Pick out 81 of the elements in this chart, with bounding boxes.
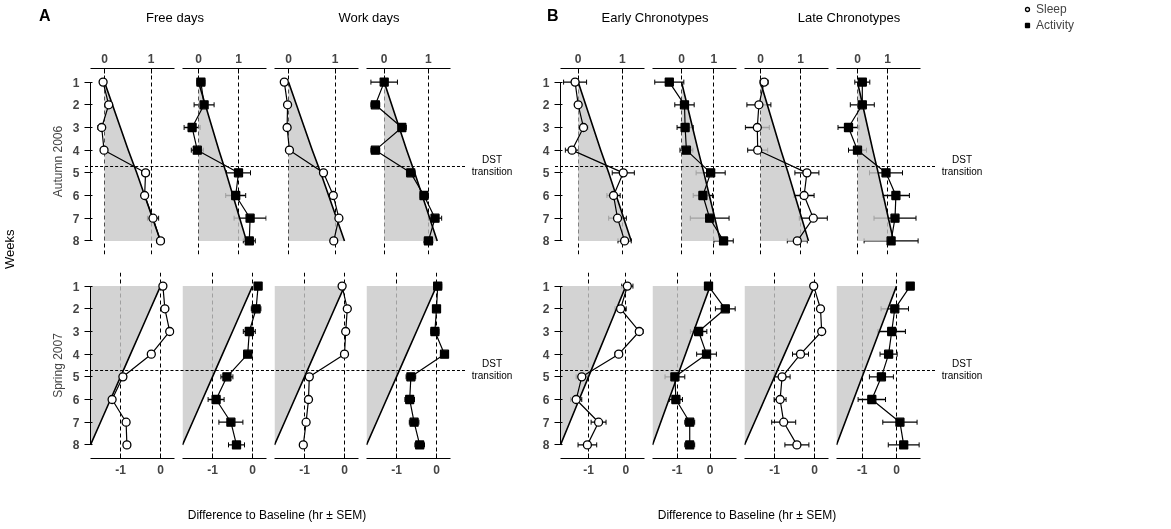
y-tick-label: 8 bbox=[542, 234, 550, 249]
y-tick-label: 6 bbox=[72, 189, 80, 204]
text: DST transition bbox=[940, 154, 984, 178]
x-tick-label: 0 bbox=[285, 51, 293, 66]
x-tick-label: 0 bbox=[574, 51, 582, 66]
text: B bbox=[547, 6, 559, 26]
text: Weeks bbox=[1, 229, 19, 270]
x-tick-label: 0 bbox=[706, 462, 714, 477]
x-tick-label: 0 bbox=[757, 51, 765, 66]
x-tick-label: -1 bbox=[671, 462, 683, 477]
y-tick-label: 2 bbox=[542, 302, 550, 317]
y-tick-label: 2 bbox=[542, 98, 550, 113]
x-tick-label: -1 bbox=[769, 462, 781, 477]
x-tick-label: -1 bbox=[583, 462, 595, 477]
y-tick-label: 8 bbox=[72, 234, 80, 249]
y-tick-label: 1 bbox=[542, 279, 550, 294]
y-tick-label: 6 bbox=[72, 393, 80, 408]
y-axis-title: Autumn 2006 bbox=[50, 125, 65, 198]
y-tick-label: 1 bbox=[72, 75, 80, 90]
y-tick-label: 5 bbox=[542, 166, 550, 181]
x-tick-label: -1 bbox=[856, 462, 868, 477]
y-tick-label: 3 bbox=[542, 324, 550, 339]
x-tick-label: 1 bbox=[235, 51, 243, 66]
x-axis-title: Difference to Baseline (hr ± SEM) bbox=[186, 507, 368, 524]
x-tick-label: 1 bbox=[425, 51, 433, 66]
y-tick-label: 8 bbox=[72, 438, 80, 453]
y-tick-label: 6 bbox=[542, 393, 550, 408]
y-axis-title: Spring 2007 bbox=[50, 332, 65, 398]
x-tick-label: -1 bbox=[115, 462, 127, 477]
text: Activity bbox=[1036, 18, 1075, 32]
y-tick-label: 3 bbox=[542, 120, 550, 135]
y-tick-label: 3 bbox=[72, 324, 80, 339]
x-tick-label: -1 bbox=[391, 462, 403, 477]
text: DST transition bbox=[940, 358, 984, 382]
x-tick-label: 1 bbox=[797, 51, 805, 66]
y-tick-label: 5 bbox=[542, 370, 550, 385]
y-tick-label: 3 bbox=[72, 120, 80, 135]
chart-title: Early Chronotypes bbox=[601, 10, 709, 25]
x-tick-label: 1 bbox=[619, 51, 627, 66]
y-tick-label: 7 bbox=[72, 415, 80, 430]
x-tick-label: 0 bbox=[249, 462, 257, 477]
text: A bbox=[39, 6, 51, 26]
x-tick-label: 1 bbox=[710, 51, 718, 66]
y-tick-label: 7 bbox=[542, 211, 550, 226]
x-tick-label: -1 bbox=[207, 462, 219, 477]
y-tick-label: 4 bbox=[542, 347, 550, 362]
x-tick-label: 0 bbox=[678, 51, 686, 66]
y-tick-label: 4 bbox=[72, 347, 80, 362]
y-tick-label: 5 bbox=[72, 166, 80, 181]
y-tick-label: 8 bbox=[542, 438, 550, 453]
x-tick-label: 0 bbox=[854, 51, 862, 66]
y-tick-label: 4 bbox=[72, 143, 80, 158]
x-tick-label: 0 bbox=[622, 462, 630, 477]
x-tick-label: 0 bbox=[380, 51, 388, 66]
x-tick-label: 0 bbox=[101, 51, 109, 66]
chart-title: Work days bbox=[337, 9, 401, 27]
chart-title: Free days bbox=[145, 9, 205, 27]
y-tick-label: 7 bbox=[542, 415, 550, 430]
x-tick-label: 0 bbox=[433, 462, 441, 477]
text: DST transition bbox=[470, 358, 514, 382]
x-axis-title: Difference to Baseline (hr ± SEM) bbox=[656, 507, 838, 524]
chart-title: Late Chronotypes bbox=[796, 9, 902, 27]
y-tick-label: 2 bbox=[72, 302, 80, 317]
x-tick-label: 0 bbox=[811, 462, 819, 477]
x-tick-label: 0 bbox=[893, 462, 901, 477]
y-tick-label: 1 bbox=[72, 279, 80, 294]
text: DST transition bbox=[470, 154, 514, 178]
x-tick-label: 0 bbox=[195, 51, 203, 66]
y-tick-label: 7 bbox=[72, 211, 80, 226]
x-tick-label: 0 bbox=[157, 462, 165, 477]
x-tick-label: 1 bbox=[331, 51, 339, 66]
y-tick-label: 6 bbox=[542, 189, 550, 204]
x-tick-label: 1 bbox=[884, 51, 892, 66]
x-tick-label: -1 bbox=[299, 462, 311, 477]
y-tick-label: 5 bbox=[72, 370, 80, 385]
y-tick-label: 1 bbox=[542, 75, 550, 90]
legend-label: Sleep bbox=[1036, 2, 1067, 16]
y-tick-label: 4 bbox=[542, 143, 550, 158]
x-tick-label: 0 bbox=[341, 462, 349, 477]
x-tick-label: 1 bbox=[147, 51, 155, 66]
y-tick-label: 2 bbox=[72, 98, 80, 113]
